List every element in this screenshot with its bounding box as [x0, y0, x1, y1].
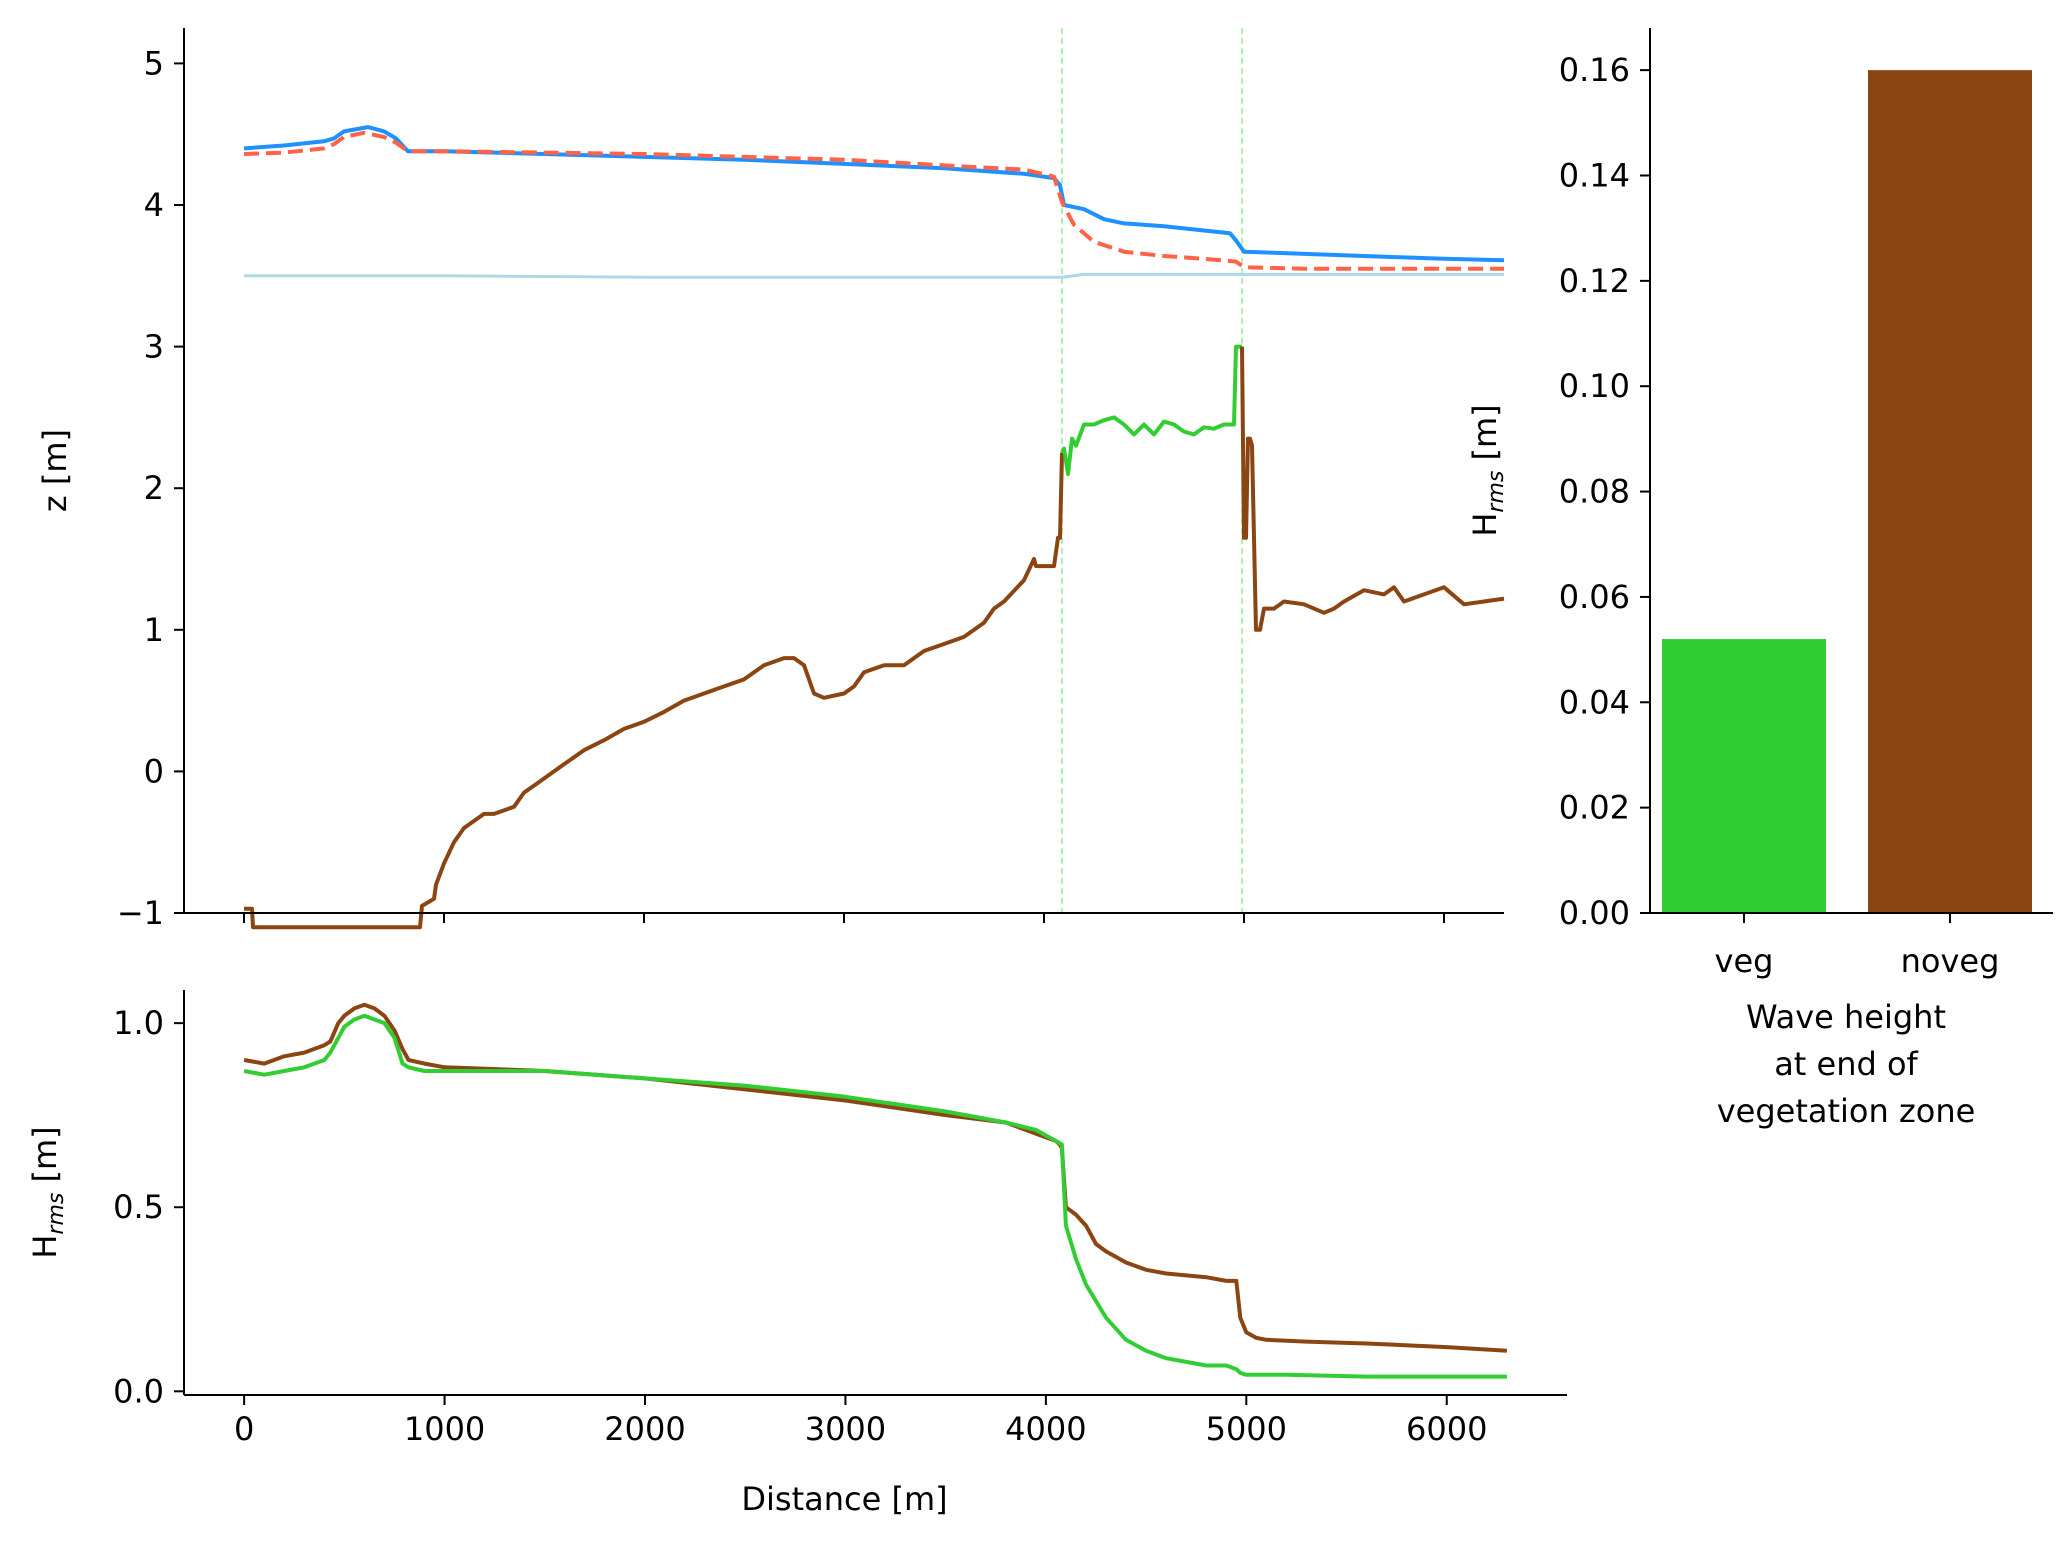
- y-tick-label: 0.10: [1559, 367, 1630, 405]
- x-tick-label: 2000: [604, 1410, 685, 1448]
- y-tick-label: 0.12: [1559, 262, 1630, 300]
- y-tick-label: 2: [144, 469, 164, 507]
- y-tick-label: 0.08: [1559, 473, 1630, 511]
- elevation-series-wave_setup_noveg-1: [243, 130, 1504, 271]
- y-tick-label: 4: [144, 186, 164, 224]
- x-tick-label: 5000: [1206, 1410, 1287, 1448]
- x-axis-label: Wave height at end of vegetation zone: [1717, 998, 1976, 1130]
- x-axis-label-line: at end of: [1774, 1045, 1918, 1083]
- elevation-series-noveg-3: [244, 452, 1064, 930]
- x-axis-label-line: Wave height: [1746, 998, 1946, 1036]
- x-tick-label: 0: [234, 1410, 254, 1448]
- y-tick-label: −1: [117, 894, 164, 932]
- x-tick-label: 4000: [1005, 1410, 1086, 1448]
- y-tick-label: 0.5: [113, 1188, 164, 1226]
- elevation-series-water_level-2: [244, 272, 1504, 279]
- y-tick-label: 0.02: [1559, 789, 1630, 827]
- elevation-series-wave_setup_veg-0: [243, 125, 1505, 263]
- x-axis-label: Distance [m]: [741, 1480, 947, 1518]
- bar-panel: veg noveg 0.00 0.02 0.04 0.06 0.08 0.10 0.12 0.14…: [1466, 28, 2053, 1130]
- bar-category-label: veg: [1715, 942, 1774, 980]
- x-tick-label: 1000: [404, 1410, 485, 1448]
- elevation-series-noveg-5: [1240, 346, 1505, 632]
- elevation-series-veg-4: [1060, 344, 1242, 476]
- y-axis-label: z [m]: [36, 429, 74, 512]
- wave-height-panel: 0 1000 2000 3000 4000 5000 6000 0.0 0.5 1.0 Distan…: [26, 990, 1567, 1518]
- y-axis-label-subscript: rms: [44, 1193, 69, 1235]
- elevation-panel: −1 0 1 2 3 4 5 z [m]: [36, 28, 1505, 932]
- y-tick-label: 3: [144, 328, 164, 366]
- y-axis-label-unit: [m]: [26, 1126, 64, 1192]
- hrms-series-veg: [243, 1013, 1507, 1379]
- y-tick-label: 0.0: [113, 1372, 164, 1410]
- x-tick-label: 3000: [805, 1410, 886, 1448]
- bar-category-label: noveg: [1901, 942, 2000, 980]
- y-tick-label: 1.0: [113, 1004, 164, 1042]
- hrms-series-noveg: [243, 1002, 1508, 1353]
- y-axis-label: Hrms [m]: [26, 1126, 69, 1258]
- y-tick-label: 1: [144, 611, 164, 649]
- y-tick-label: 0.16: [1559, 51, 1630, 89]
- x-axis-label-line: vegetation zone: [1717, 1092, 1976, 1130]
- y-tick-label: 0.14: [1559, 157, 1630, 195]
- y-tick-label: 5: [144, 44, 164, 82]
- bar-veg: [1662, 639, 1826, 913]
- y-tick-label: 0.04: [1559, 683, 1630, 721]
- y-tick-label: 0.00: [1559, 894, 1630, 932]
- y-axis-label-subscript: rms: [1484, 471, 1509, 513]
- y-axis-label-main: H: [1466, 513, 1504, 537]
- y-axis-label-unit: [m]: [1466, 404, 1504, 470]
- y-tick-label: 0.06: [1559, 578, 1630, 616]
- y-axis-label-main: H: [26, 1235, 64, 1259]
- bar-noveg: [1868, 70, 2032, 913]
- y-tick-label: 0: [144, 752, 164, 790]
- x-tick-label: 6000: [1406, 1410, 1487, 1448]
- y-axis-label: Hrms [m]: [1466, 404, 1509, 536]
